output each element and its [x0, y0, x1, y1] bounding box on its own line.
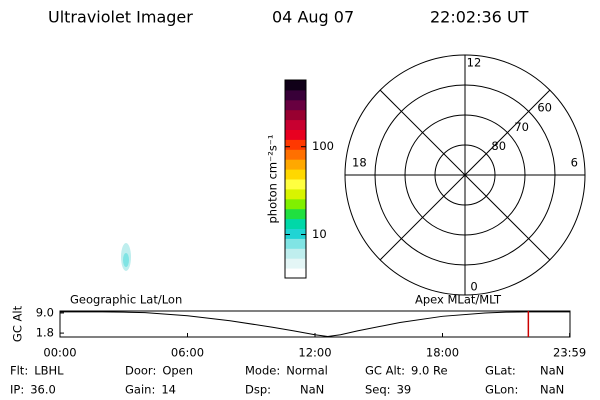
- status-label: Flt:: [10, 364, 28, 378]
- lat-label: 60: [537, 101, 552, 115]
- colorbar-frame: [284, 79, 307, 279]
- colorbar-segment: [285, 89, 306, 101]
- altitude-line: [60, 311, 570, 337]
- status-value: LBHL: [34, 364, 64, 378]
- colorbar-segment: [285, 258, 306, 269]
- status-label: Seq:: [365, 383, 391, 397]
- mlt-label: 0: [470, 280, 477, 294]
- colorbar-segment: [285, 169, 306, 180]
- x-tick-label: 12:00: [298, 346, 331, 360]
- colorbar-tick-label: 10: [312, 227, 327, 241]
- status-label: Gain:: [125, 383, 155, 397]
- status-label: Dsp:: [245, 383, 271, 397]
- mlt-label: 18: [352, 156, 367, 170]
- date: 04 Aug 07: [272, 8, 354, 27]
- colorbar-segment: [285, 188, 306, 200]
- polar-ring: [404, 114, 526, 236]
- status-label: GC Alt:: [365, 364, 405, 378]
- colorbar-segment: [285, 149, 306, 160]
- status-value: 39: [397, 383, 412, 397]
- y-tick-label: 1.8: [36, 326, 54, 340]
- lat-label: 80: [491, 139, 506, 153]
- status-value: NaN: [540, 383, 564, 397]
- polar-ring: [434, 144, 496, 206]
- status-value: 14: [161, 383, 176, 397]
- colorbar-segment: [285, 218, 306, 229]
- colorbar-segment: [285, 139, 306, 150]
- colorbar-segment: [285, 129, 306, 140]
- status-value: 36.0: [30, 383, 56, 397]
- colorbar-segment: [285, 179, 306, 190]
- mlt-label: 12: [467, 56, 482, 70]
- x-tick-label: 00:00: [43, 346, 76, 360]
- x-tick-label: 23:59: [553, 346, 586, 360]
- polar-spoke: [379, 89, 551, 261]
- mlt-label: 6: [571, 156, 578, 170]
- status-label: Mode:: [245, 364, 280, 378]
- status-value: NaN: [300, 383, 324, 397]
- colorbar-segment: [285, 198, 306, 210]
- y-tick-label: 9.0: [36, 305, 54, 319]
- x-tick-label: 18:00: [426, 346, 459, 360]
- status-value: NaN: [540, 364, 564, 378]
- apex-label: Apex MLat/MLT: [415, 293, 502, 307]
- status-value: 9.0 Re: [411, 364, 448, 378]
- lat-label: 70: [514, 120, 529, 134]
- colorbar-segment: [285, 159, 306, 170]
- geo-label: Geographic Lat/Lon: [70, 293, 182, 307]
- x-tick-label: 06:00: [171, 346, 204, 360]
- colorbar-segment: [285, 248, 306, 259]
- colorbar-segment: [285, 119, 306, 130]
- altitude-ylabel: GC Alt: [11, 305, 25, 342]
- polar-ring: [374, 84, 556, 266]
- colorbar-label: photon cm⁻²s⁻¹: [266, 135, 280, 224]
- status-value: Normal: [286, 364, 328, 378]
- colorbar-segment: [285, 228, 306, 239]
- colorbar-segment: [285, 238, 306, 249]
- time: 22:02:36 UT: [430, 8, 529, 27]
- colorbar-segment: [285, 80, 306, 91]
- colorbar-segment: [285, 99, 306, 111]
- status-label: IP:: [10, 383, 24, 397]
- status-label: GLon:: [485, 383, 518, 397]
- colorbar-tick-label: 100: [312, 139, 334, 153]
- colorbar-segment: [285, 109, 306, 121]
- instrument-title: Ultraviolet Imager: [48, 8, 193, 27]
- colorbar-segment: [285, 268, 306, 279]
- status-label: Door:: [125, 364, 156, 378]
- status-label: GLat:: [485, 364, 516, 378]
- status-value: Open: [162, 364, 193, 378]
- colorbar-segment: [285, 208, 306, 220]
- image-blob: [121, 243, 131, 271]
